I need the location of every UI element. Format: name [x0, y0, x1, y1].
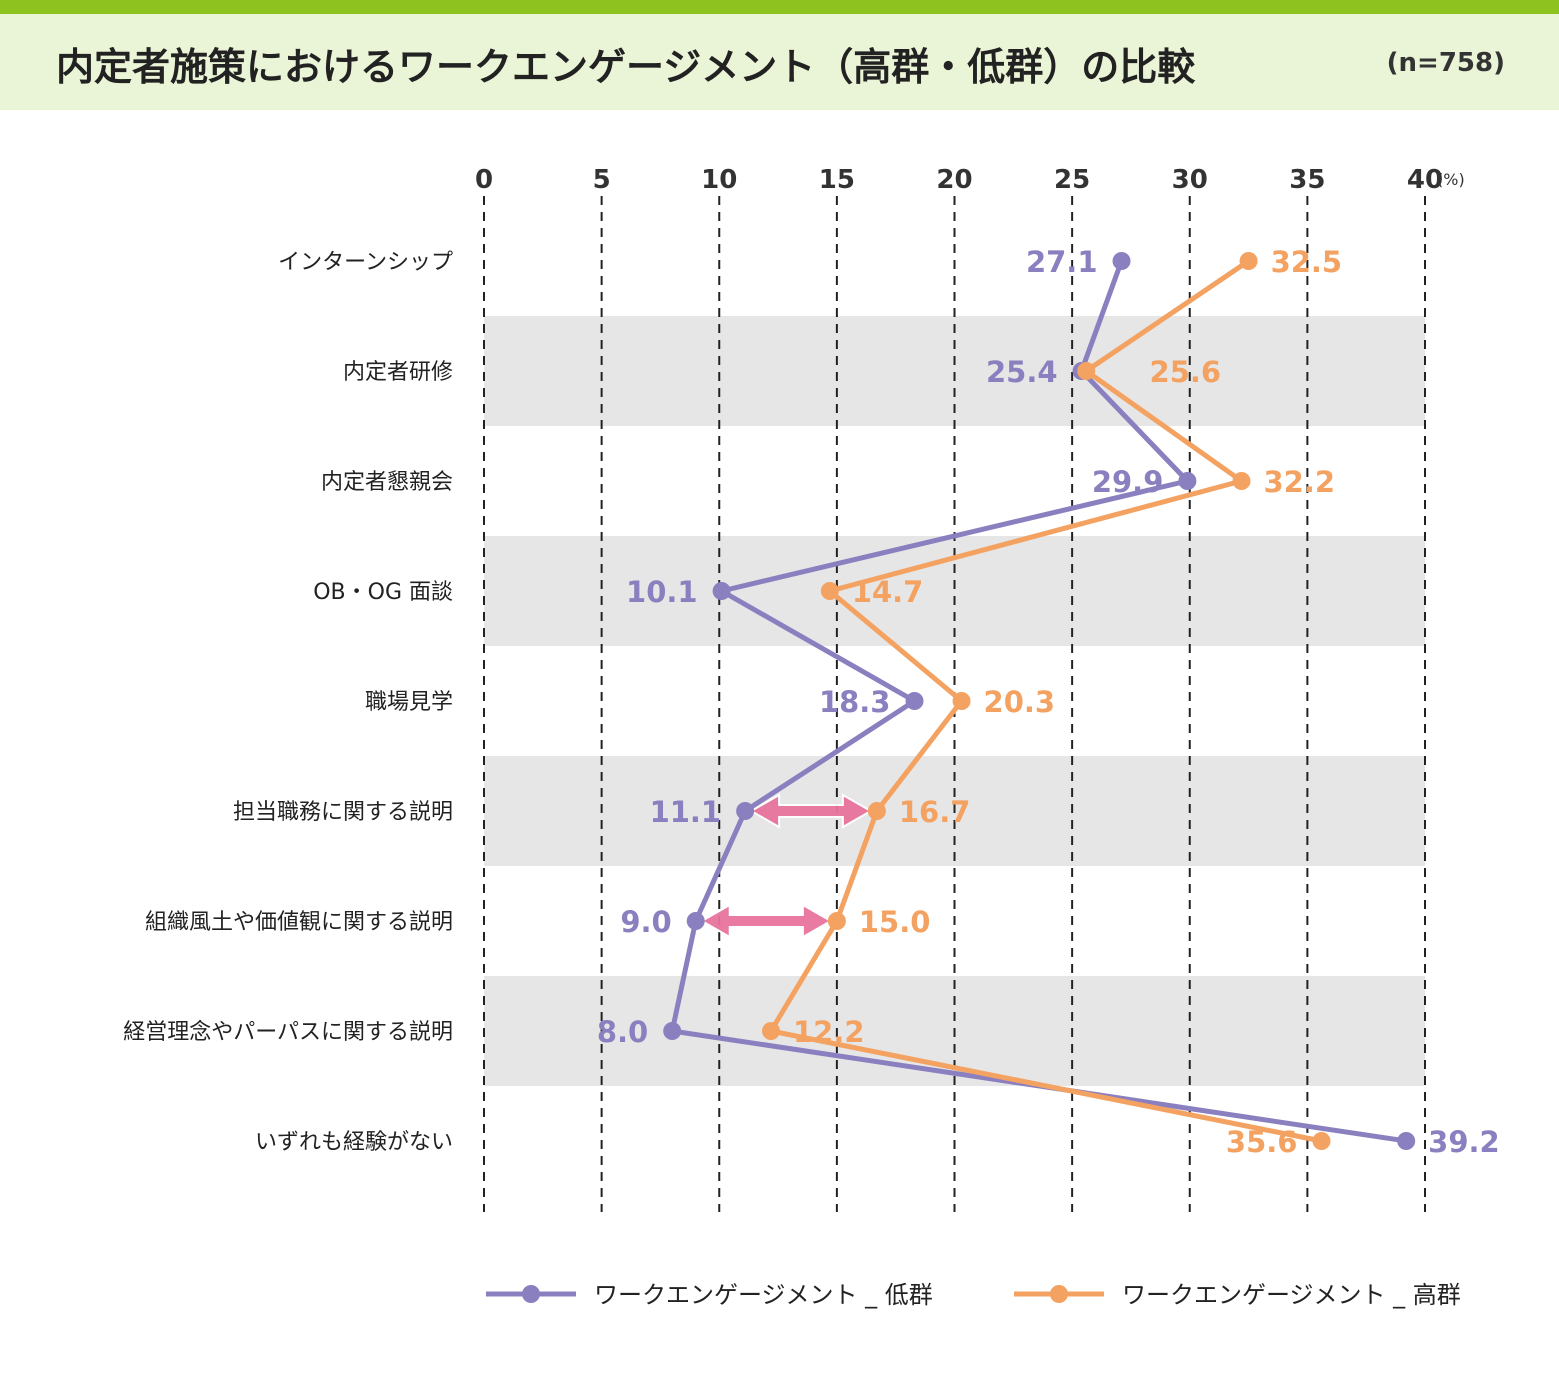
data-point — [905, 692, 924, 710]
data-label: 9.0 — [620, 905, 671, 939]
data-label: 25.6 — [1150, 355, 1222, 389]
data-label: 11.1 — [650, 795, 722, 829]
sample-size: (n=758) — [1386, 48, 1505, 78]
data-label: 16.7 — [899, 795, 971, 829]
data-point — [827, 912, 846, 930]
legend-marker — [522, 1285, 540, 1303]
category-label: 経営理念やパーパスに関する説明 — [123, 1020, 453, 1045]
data-label: 14.7 — [852, 575, 924, 609]
category-label: OB・OG 面談 — [313, 580, 453, 605]
data-label: 12.2 — [793, 1015, 865, 1049]
data-point — [712, 582, 731, 600]
data-point — [1232, 472, 1251, 490]
x-tick-label: 25 — [1054, 165, 1090, 195]
data-label: 32.5 — [1271, 245, 1343, 279]
data-point — [736, 802, 755, 820]
data-point — [663, 1022, 682, 1040]
data-label: 27.1 — [1026, 245, 1098, 279]
data-label: 20.3 — [984, 685, 1056, 719]
category-label: いずれも経験がない — [255, 1130, 453, 1155]
chart-title: 内定者施策におけるワークエンゲージメント（高群・低群）の比較 — [56, 45, 1196, 89]
category-label: 組織風土や価値観に関する説明 — [145, 910, 453, 935]
data-label: 25.4 — [986, 355, 1058, 389]
legend-label: ワークエンゲージメント _ 低群 — [594, 1281, 933, 1309]
highlight-arrow — [699, 903, 833, 939]
x-tick-label: 30 — [1172, 165, 1208, 195]
data-label: 35.6 — [1226, 1125, 1298, 1159]
data-point — [952, 692, 971, 710]
data-label: 8.0 — [597, 1015, 648, 1049]
legend-label: ワークエンゲージメント _ 高群 — [1122, 1281, 1461, 1309]
data-point — [820, 582, 839, 600]
data-point — [762, 1022, 781, 1040]
category-label: 職場見学 — [365, 690, 453, 715]
x-tick-label: 35 — [1289, 165, 1325, 195]
legend-marker — [1050, 1285, 1068, 1303]
top-accent-bar — [0, 0, 1559, 14]
data-point — [1397, 1132, 1416, 1150]
data-point — [1178, 472, 1197, 490]
data-point — [867, 802, 886, 820]
data-point — [1239, 252, 1258, 270]
data-label: 15.0 — [859, 905, 931, 939]
x-tick-label: 5 — [593, 165, 611, 195]
title-band — [0, 14, 1559, 110]
category-label: インターンシップ — [278, 250, 453, 275]
data-label: 32.2 — [1264, 465, 1336, 499]
category-label: 内定者懇親会 — [321, 470, 453, 495]
data-point — [1077, 362, 1096, 380]
x-tick-label: 15 — [819, 165, 855, 195]
data-point — [1112, 252, 1131, 270]
category-label: 内定者研修 — [343, 360, 453, 385]
category-label: 担当職務に関する説明 — [233, 800, 453, 825]
data-label: 29.9 — [1092, 465, 1164, 499]
data-point — [1312, 1132, 1331, 1150]
data-label: 39.2 — [1428, 1125, 1500, 1159]
data-point — [686, 912, 705, 930]
x-unit-label: (%) — [1437, 170, 1465, 189]
data-label: 10.1 — [626, 575, 698, 609]
data-label: 18.3 — [819, 685, 891, 719]
x-tick-label: 0 — [475, 165, 493, 195]
x-tick-label: 20 — [936, 165, 972, 195]
x-tick-label: 10 — [701, 165, 737, 195]
x-tick-label: 40 — [1407, 165, 1443, 195]
